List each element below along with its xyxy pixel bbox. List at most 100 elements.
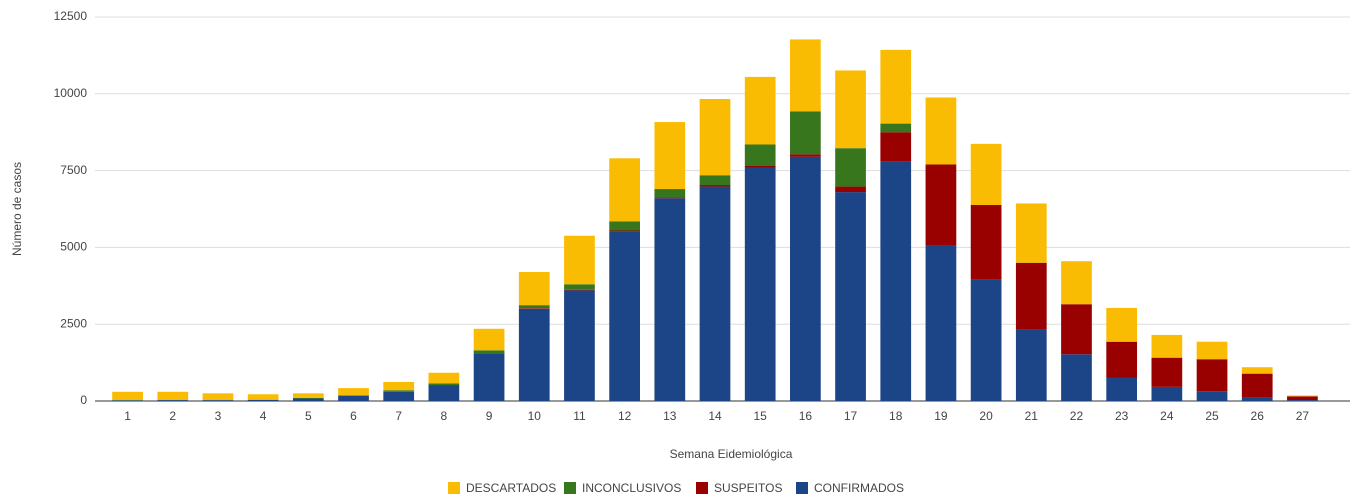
x-tick-label: 12 [618, 409, 632, 423]
bar-segment [1287, 395, 1318, 396]
bar-segment [700, 187, 731, 401]
bar-segment [519, 272, 550, 305]
x-tick-label: 18 [889, 409, 903, 423]
x-tick-label: 2 [169, 409, 176, 423]
legend-swatch [696, 482, 708, 494]
x-tick-label: 21 [1025, 409, 1039, 423]
bar-segment [383, 382, 414, 390]
bar-segment [654, 189, 685, 197]
y-tick-label: 2500 [60, 316, 87, 330]
bar-segment [474, 329, 505, 351]
bar-segment [926, 97, 957, 164]
x-tick-label: 22 [1070, 409, 1084, 423]
bar-segment [564, 236, 595, 285]
bar-segment [112, 392, 143, 400]
x-tick-label: 26 [1251, 409, 1265, 423]
bar-segment [1061, 304, 1092, 354]
x-axis-title: Semana Eidemiológica [670, 447, 793, 461]
bar-segment [1197, 342, 1228, 360]
bar-segment [564, 284, 595, 290]
bar-segment [790, 111, 821, 154]
y-tick-label: 10000 [54, 86, 88, 100]
legend-label: CONFIRMADOS [814, 481, 904, 495]
bar-segment [474, 350, 505, 353]
x-tick-label: 20 [979, 409, 993, 423]
bar-segment [1242, 367, 1273, 373]
bar-segment [835, 187, 866, 193]
bar-segment [338, 388, 369, 395]
y-tick-label: 12500 [54, 9, 88, 23]
bar-segment [293, 399, 324, 401]
bar-segment [112, 400, 143, 401]
bar-segment [971, 280, 1002, 401]
bar-segment [654, 197, 685, 198]
bar-segment [609, 221, 640, 230]
bar-segment [383, 392, 414, 401]
bar-segment [519, 305, 550, 308]
bar-segment [429, 373, 460, 384]
bar-segment [293, 398, 324, 399]
x-tick-label: 5 [305, 409, 312, 423]
bar-segment [880, 132, 911, 161]
bar-segment [564, 290, 595, 291]
bar-segment [203, 393, 234, 400]
bar-segment [1242, 374, 1273, 398]
bar-segment [564, 290, 595, 401]
y-axis-title: Número de casos [10, 162, 24, 256]
bar-segment [1016, 329, 1047, 401]
bar-segment [745, 77, 776, 145]
bar-segment [880, 124, 911, 133]
bar-segment [1151, 358, 1182, 387]
x-tick-label: 7 [395, 409, 402, 423]
x-tick-label: 19 [934, 409, 948, 423]
bar-segment [835, 148, 866, 186]
x-tick-label: 3 [215, 409, 222, 423]
x-tick-label: 8 [441, 409, 448, 423]
y-tick-label: 7500 [60, 163, 87, 177]
x-tick-label: 24 [1160, 409, 1174, 423]
y-tick-label: 5000 [60, 240, 87, 254]
x-tick-label: 1 [124, 409, 131, 423]
legend-swatch [564, 482, 576, 494]
bar-segment [1061, 354, 1092, 401]
x-tick-label: 9 [486, 409, 493, 423]
bar-segment [880, 161, 911, 401]
bar-segment [790, 39, 821, 111]
bar-segment [248, 400, 279, 401]
bar-segment [971, 205, 1002, 280]
bar-segment [745, 166, 776, 168]
bar-segment [474, 353, 505, 401]
bar-segment [1106, 378, 1137, 401]
x-tick-label: 17 [844, 409, 858, 423]
bar-segment [1287, 396, 1318, 400]
x-tick-label: 16 [799, 409, 813, 423]
x-tick-label: 25 [1205, 409, 1219, 423]
bar-segment [1016, 203, 1047, 262]
legend-label: DESCARTADOS [466, 481, 556, 495]
bar-segment [835, 192, 866, 401]
x-tick-label: 27 [1296, 409, 1310, 423]
bar-segment [1242, 398, 1273, 401]
bar-segment [1106, 342, 1137, 378]
bar-segment [654, 198, 685, 401]
bar-segment [1197, 359, 1228, 391]
bar-segment [971, 144, 1002, 205]
legend-swatch [796, 482, 808, 494]
bar-segment [293, 393, 324, 398]
bar-segment [609, 158, 640, 221]
legend-label: SUSPEITOS [714, 481, 782, 495]
bar-segment [700, 175, 731, 185]
bar-segment [609, 231, 640, 401]
bar-segment [519, 308, 550, 309]
bar-segment [1016, 263, 1047, 330]
bar-segment [157, 392, 188, 400]
bar-segment [700, 99, 731, 175]
y-tick-label: 0 [80, 393, 87, 407]
bar-segment [926, 164, 957, 245]
bar-segment [745, 144, 776, 166]
legend-label: INCONCLUSIVOS [582, 481, 681, 495]
bar-segment [880, 50, 911, 124]
bar-segment [926, 246, 957, 401]
bar-segment [383, 390, 414, 392]
